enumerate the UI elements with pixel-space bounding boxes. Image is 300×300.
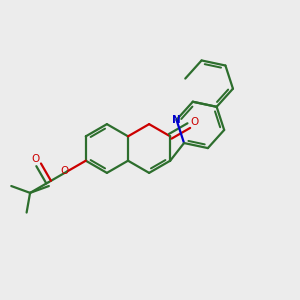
Text: O: O — [190, 117, 199, 127]
Text: O: O — [31, 154, 40, 164]
Text: N: N — [172, 115, 181, 125]
Text: O: O — [61, 166, 69, 176]
